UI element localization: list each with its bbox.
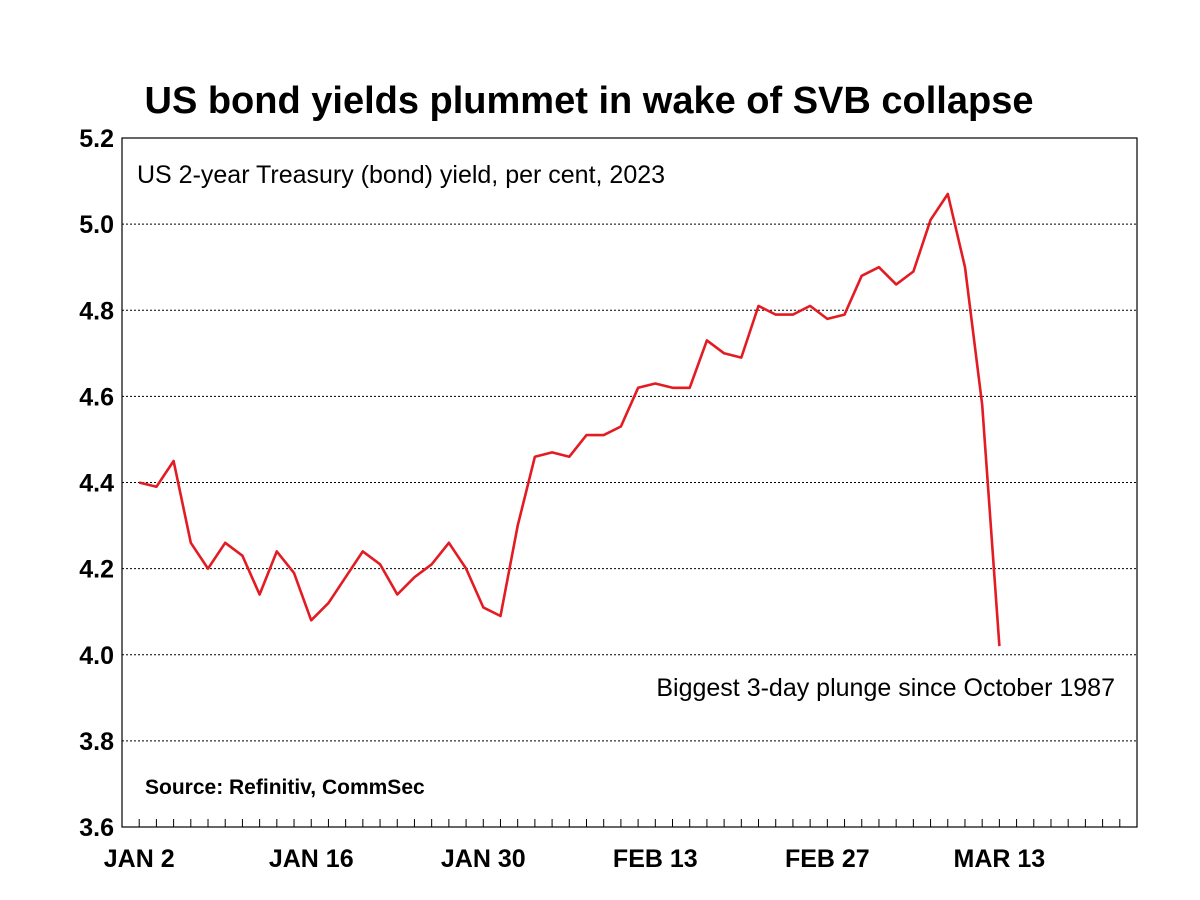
x-axis: JAN 2 JAN 16 JAN 30 FEB 13 FEB 27 MAR 13 <box>104 819 1121 873</box>
series-line <box>138 192 1001 647</box>
chart-annotation: Biggest 3-day plunge since October 1987 <box>656 674 1115 702</box>
x-tick-label: FEB 13 <box>613 845 698 873</box>
y-tick-label: 3.6 <box>79 814 114 842</box>
grid-lines <box>122 223 1137 742</box>
x-tick-label: JAN 30 <box>441 845 526 873</box>
x-tick-label: FEB 27 <box>785 845 870 873</box>
x-tick-label: JAN 16 <box>269 845 354 873</box>
y-tick-label: 4.2 <box>79 556 114 584</box>
y-tick-label: 4.4 <box>79 470 114 498</box>
y-tick-label: 4.6 <box>79 383 114 411</box>
x-tick-label: JAN 2 <box>104 845 175 873</box>
source-note: Source: Refinitiv, CommSec <box>145 776 425 799</box>
y-tick-label: 3.8 <box>79 728 114 756</box>
plot-area-frame <box>121 137 1138 828</box>
chart-title: US bond yields plummet in wake of SVB co… <box>144 80 1034 122</box>
x-tick-label: MAR 13 <box>954 845 1046 873</box>
y-tick-label: 4.0 <box>79 642 114 670</box>
series-layer <box>138 192 1001 647</box>
y-axis: 3.6 3.8 4.0 4.2 4.4 4.6 4.8 5.0 5.2 <box>79 125 114 842</box>
y-tick-label: 5.0 <box>79 211 114 239</box>
y-tick-label: 4.8 <box>79 297 114 325</box>
y-tick-label: 5.2 <box>79 125 114 153</box>
chart-subtitle: US 2-year Treasury (bond) yield, per cen… <box>137 161 665 189</box>
